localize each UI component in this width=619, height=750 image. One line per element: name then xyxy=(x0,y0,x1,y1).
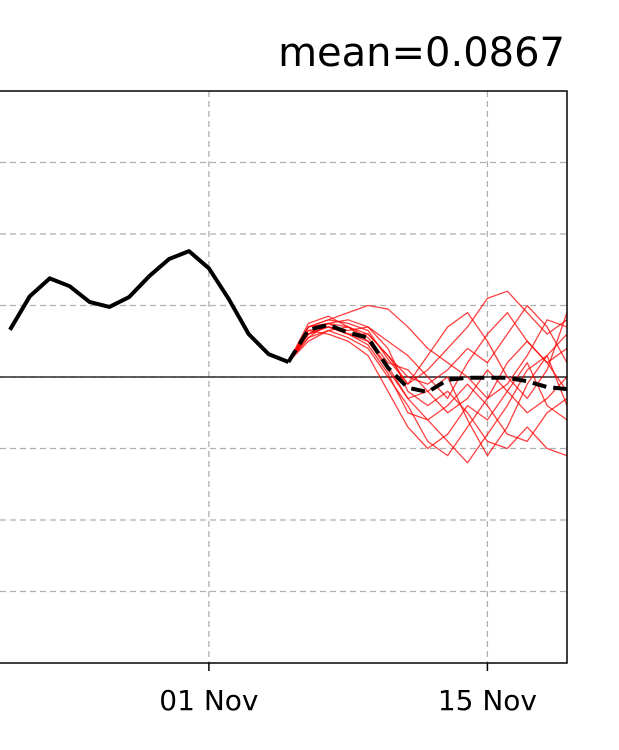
ensemble-line xyxy=(287,304,567,400)
ensemble-line xyxy=(288,329,567,457)
ensemble-line xyxy=(287,312,567,400)
x-tick-label: 15 Nov xyxy=(438,684,537,717)
plot-area xyxy=(8,249,567,464)
x-tick-label: 01 Nov xyxy=(159,684,258,717)
plot-frame xyxy=(0,90,568,664)
series-line xyxy=(8,249,290,364)
chart-title: mean=0.0867 xyxy=(278,30,565,76)
grid xyxy=(0,91,567,663)
ensemble-line xyxy=(287,319,567,457)
ensemble-line xyxy=(287,329,567,450)
series-line xyxy=(286,322,567,395)
